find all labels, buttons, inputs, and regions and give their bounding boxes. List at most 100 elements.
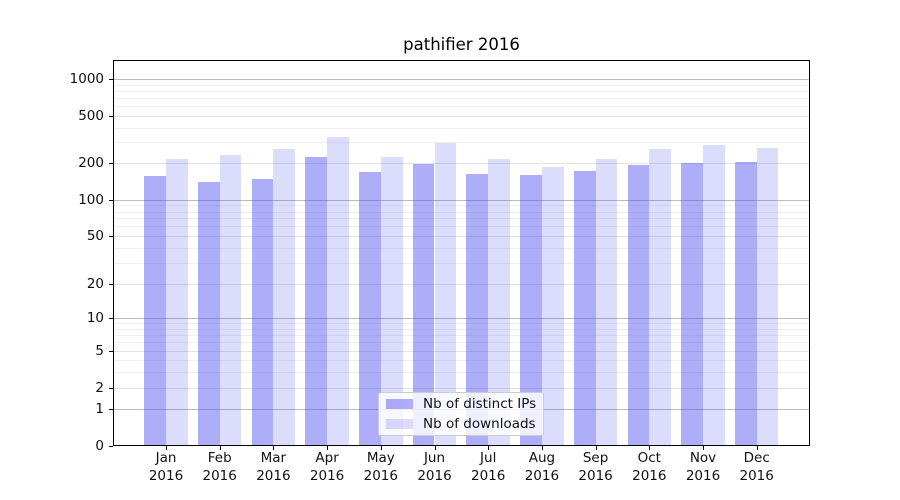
gridline-1000	[113, 79, 810, 80]
right-spine	[809, 60, 810, 446]
y-tick-label-500: 500	[78, 108, 104, 124]
gridline-900	[113, 84, 810, 86]
gridline-5	[113, 350, 810, 352]
y-tick-label-1: 1	[95, 400, 104, 417]
gridline-700	[113, 98, 810, 99]
x-tick-label-feb: Feb 2016	[188, 450, 252, 485]
legend-item-downloads: Nb of downloads	[386, 416, 543, 432]
legend: Nb of distinct IPs Nb of downloads	[378, 392, 544, 436]
x-tick-month: Nov	[689, 450, 717, 466]
legend-item-distinct-ips: Nb of distinct IPs	[386, 396, 543, 412]
y-tick-50	[109, 235, 113, 237]
gridline-600	[113, 106, 810, 108]
x-tick-month: Mar	[260, 450, 287, 466]
x-tick-mar	[273, 445, 275, 450]
y-tick-label-10: 10	[86, 310, 104, 327]
x-tick-dec	[756, 445, 758, 450]
y-tick-label-0: 0	[95, 437, 104, 454]
x-tick-label-oct: Oct 2016	[617, 450, 681, 485]
legend-label-distinct-ips: Nb of distinct IPs	[423, 396, 537, 413]
x-axis-spine	[113, 444, 810, 446]
x-tick-month: Oct	[637, 450, 661, 466]
bar-distinct-ips-oct	[627, 165, 650, 446]
bar-distinct-ips-nov	[681, 163, 703, 446]
x-tick-label-aug: Aug 2016	[510, 450, 574, 485]
bar-distinct-ips-jun	[412, 163, 435, 446]
bar-downloads-nov	[703, 145, 725, 446]
x-tick-month: May	[366, 450, 395, 466]
y-tick-10	[109, 318, 113, 320]
y-tick-0	[109, 445, 113, 447]
y-tick-1000	[109, 79, 113, 80]
plot-area	[113, 60, 810, 446]
x-tick-month: Jan	[155, 450, 177, 466]
gridline-30	[113, 262, 810, 264]
x-tick-month: Aug	[528, 450, 556, 466]
y-tick-100	[109, 200, 113, 201]
x-tick-month: Jul	[480, 450, 497, 466]
gridline-20	[113, 284, 810, 285]
x-tick-label-jul: Jul 2016	[456, 450, 520, 485]
x-tick-feb	[219, 445, 221, 450]
x-tick-year: 2016	[524, 467, 560, 484]
x-tick-label-sep: Sep 2016	[564, 450, 628, 485]
y-tick-1	[109, 408, 113, 410]
bar-distinct-ips-dec	[734, 162, 757, 446]
gridline-200	[113, 163, 810, 165]
x-tick-jan	[166, 445, 167, 450]
bar-downloads-dec	[756, 147, 779, 446]
x-tick-label-apr: Apr 2016	[295, 450, 359, 485]
bar-distinct-ips-sep	[573, 171, 596, 446]
gridline-2	[113, 388, 810, 390]
y-tick-20	[109, 284, 113, 285]
chart-title: pathifier 2016	[403, 35, 520, 54]
bar-distinct-ips-jan	[144, 175, 166, 446]
bar-distinct-ips-may	[359, 171, 381, 446]
bar-downloads-jun	[434, 143, 457, 446]
x-tick-month: Apr	[315, 450, 339, 466]
gridline-10	[113, 318, 810, 320]
gridline-60	[113, 226, 810, 228]
y-tick-500	[109, 116, 113, 117]
x-tick-sep	[595, 445, 597, 450]
x-tick-year: 2016	[363, 467, 398, 484]
y-tick-200	[109, 163, 113, 165]
bar-downloads-oct	[649, 149, 672, 446]
x-tick-oct	[649, 445, 651, 450]
gridline-100	[113, 200, 810, 201]
x-tick-year: 2016	[148, 467, 184, 484]
gridline-9	[113, 323, 810, 325]
bar-distinct-ips-mar	[251, 179, 274, 446]
gridline-800	[113, 90, 810, 92]
top-spine	[113, 60, 810, 61]
x-tick-label-dec: Dec 2016	[725, 450, 789, 485]
bar-distinct-ips-jul	[466, 173, 489, 446]
y-tick-label-20: 20	[86, 276, 104, 292]
x-tick-may	[380, 445, 382, 450]
y-tick-label-100: 100	[78, 192, 104, 208]
x-tick-month: Dec	[743, 450, 770, 466]
gridline-70	[113, 218, 810, 220]
gridline-40	[113, 247, 810, 249]
bar-downloads-sep	[595, 159, 618, 446]
gridline-90	[113, 205, 810, 207]
y-tick-5	[109, 350, 113, 352]
legend-swatch-distinct-ips	[386, 399, 413, 410]
bar-downloads-jan	[166, 159, 188, 446]
x-tick-nov	[703, 445, 704, 450]
x-tick-year: 2016	[256, 467, 291, 484]
legend-label-downloads: Nb of downloads	[423, 415, 536, 432]
gridline-7	[113, 335, 810, 336]
bar-distinct-ips-aug	[520, 175, 542, 446]
gridline-300	[113, 142, 810, 144]
x-tick-year: 2016	[471, 467, 506, 484]
x-tick-year: 2016	[739, 467, 774, 484]
x-tick-year: 2016	[309, 467, 345, 484]
x-tick-month: Feb	[207, 450, 232, 466]
x-tick-label-mar: Mar 2016	[241, 450, 305, 485]
y-tick-label-2: 2	[95, 380, 104, 397]
x-tick-year: 2016	[202, 467, 237, 484]
y-tick-label-50: 50	[86, 227, 104, 244]
gridline-80	[113, 211, 810, 213]
